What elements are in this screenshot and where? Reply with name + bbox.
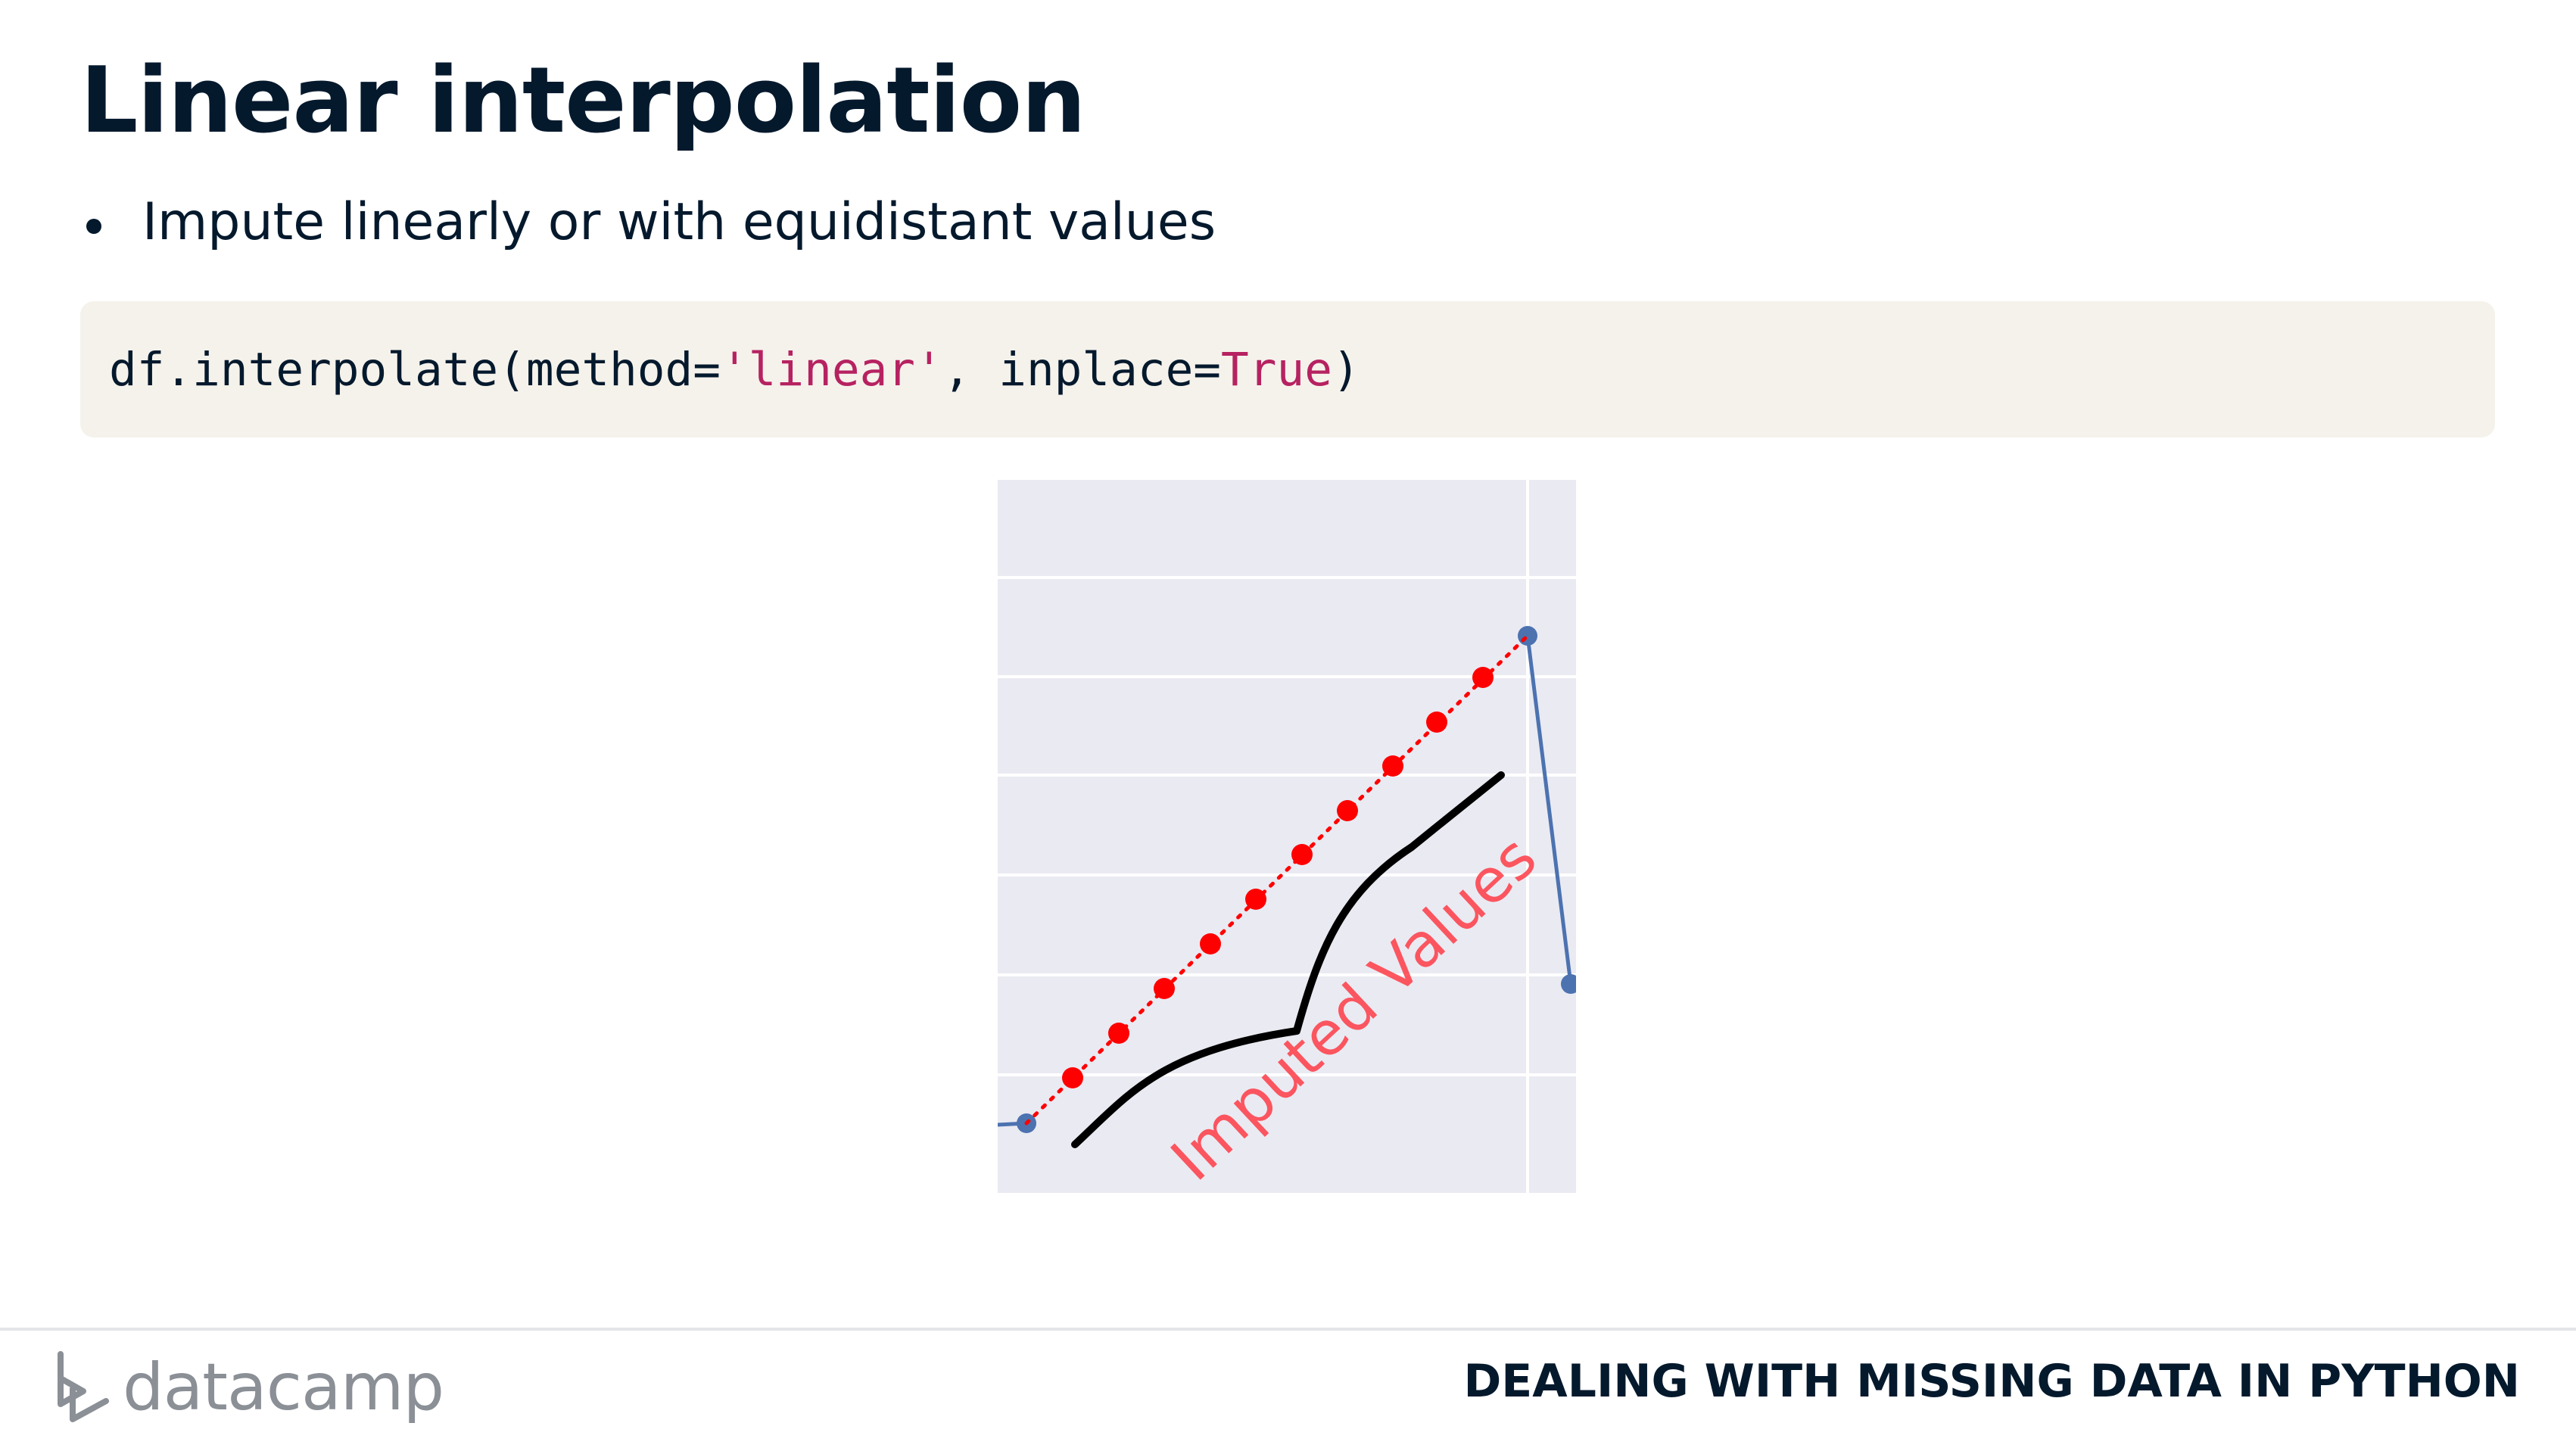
imputed-point [1291,844,1313,865]
bullet-item: Impute linearly or with equidistant valu… [80,189,1216,256]
imputed-point [1472,667,1494,688]
imputed-points [1062,667,1494,1088]
gridlines [998,480,1576,1193]
slide-title: Linear interpolation [80,48,1086,154]
pointer-stroke [1071,771,1505,1148]
datacamp-logo-icon [58,1351,109,1422]
brand-logo: datacamp [53,1346,444,1429]
observed-series [998,626,1576,1133]
bullet-list: Impute linearly or with equidistant valu… [80,189,1216,256]
code-middle: , inplace= [942,342,1222,397]
code-method-value: 'linear' [720,342,943,397]
code-prefix: df.interpolate(method= [109,342,721,397]
course-title: DEALING WITH MISSING DATA IN PYTHON [1463,1355,2521,1408]
imputed-point [1154,978,1175,999]
imputed-point [1245,889,1266,910]
imputed-point [1200,933,1221,954]
imputed-point [1062,1067,1083,1088]
imputed-point [1108,1023,1129,1044]
imputed-point [1426,711,1447,733]
imputed-point [1337,800,1358,821]
interpolation-figure: Imputed Values [998,480,1576,1193]
code-inplace-value: True [1221,342,1332,397]
code-suffix: ) [1332,342,1360,397]
observed-point [1561,974,1576,994]
imputed-point [1382,755,1403,777]
footer-divider [0,1328,2576,1331]
code-block: df.interpolate(method='linear', inplace=… [80,301,2495,437]
brand-name: datacamp [123,1350,444,1425]
